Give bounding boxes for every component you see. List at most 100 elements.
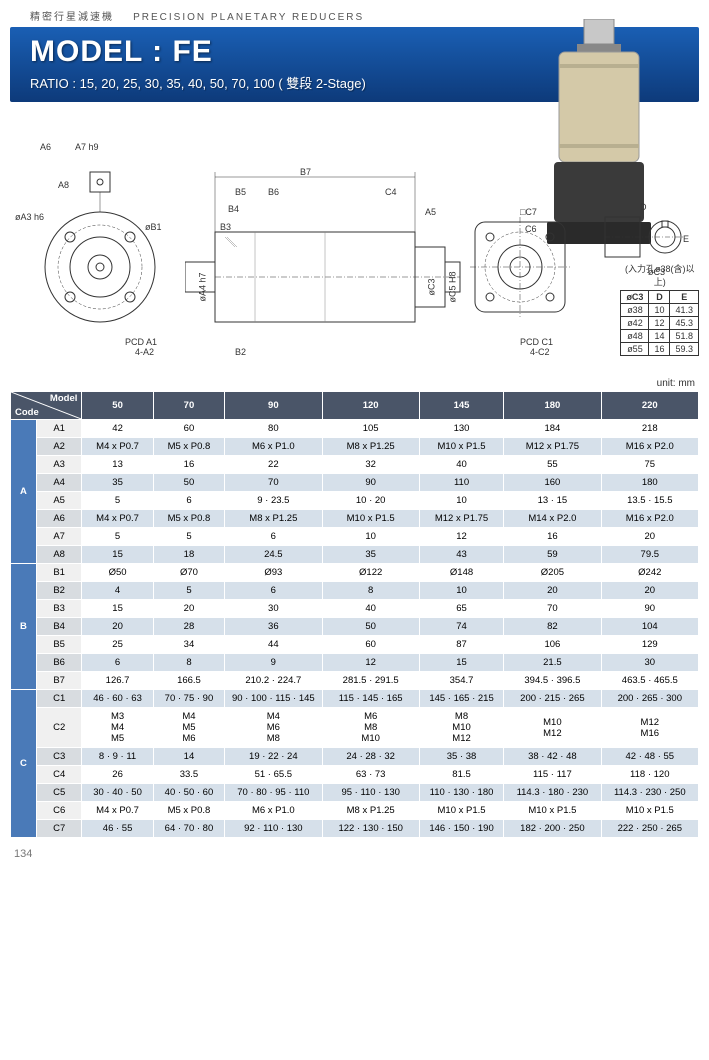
inlet-cell: ø55 xyxy=(621,343,649,356)
spec-cell: 82 xyxy=(504,618,601,636)
spec-cell: 160 xyxy=(504,474,601,492)
inlet-cell: 59.3 xyxy=(670,343,699,356)
spec-cell: 4 xyxy=(82,582,153,600)
spec-cell: 63 · 73 xyxy=(322,766,419,784)
spec-cell: 9 · 23.5 xyxy=(225,492,322,510)
spec-cell: M6M8M10 xyxy=(322,708,419,748)
spec-cell: 26 xyxy=(82,766,153,784)
spec-cell: 87 xyxy=(419,636,503,654)
spec-cell: Ø205 xyxy=(504,564,601,582)
spec-cell: 129 xyxy=(601,636,698,654)
diag-label-c4: C4 xyxy=(385,187,397,197)
spec-cell: 70 · 75 · 90 xyxy=(153,690,224,708)
spec-cell: 15 xyxy=(82,546,153,564)
spec-cell: 114.3 · 180 · 230 xyxy=(504,784,601,802)
spec-cell: Ø50 xyxy=(82,564,153,582)
spec-cell: 80 xyxy=(225,420,322,438)
spec-cell: M4M5M6 xyxy=(153,708,224,748)
spec-cell: M12 x P1.75 xyxy=(504,438,601,456)
spec-cell: 146 · 150 · 190 xyxy=(419,820,503,838)
diag-label-e: E xyxy=(683,234,689,244)
spec-cell: 90 xyxy=(322,474,419,492)
diag-label-b3: B3 xyxy=(220,222,231,232)
code-B2: B2 xyxy=(36,582,81,600)
spec-cell: 394.5 · 396.5 xyxy=(504,672,601,690)
spec-cell: 281.5 · 291.5 xyxy=(322,672,419,690)
spec-cell: 110 · 130 · 180 xyxy=(419,784,503,802)
spec-cell: 13.5 · 15.5 xyxy=(601,492,698,510)
spec-cell: 25 xyxy=(82,636,153,654)
inlet-col: D xyxy=(649,291,670,304)
code-C5: C5 xyxy=(36,784,81,802)
spec-cell: 10 xyxy=(419,582,503,600)
spec-cell: 59 xyxy=(504,546,601,564)
spec-cell: 354.7 xyxy=(419,672,503,690)
spec-cell: 28 xyxy=(153,618,224,636)
spec-cell: M10 x P1.5 xyxy=(504,802,601,820)
spec-cell: 33.5 xyxy=(153,766,224,784)
spec-cell: 12 xyxy=(322,654,419,672)
spec-cell: 64 · 70 · 80 xyxy=(153,820,224,838)
spec-cell: M10 x P1.5 xyxy=(419,802,503,820)
inlet-cell: 51.8 xyxy=(670,330,699,343)
diag-label-a7: A7 h9 xyxy=(75,142,99,152)
code-A8: A8 xyxy=(36,546,81,564)
spec-cell: 60 xyxy=(153,420,224,438)
spec-cell: 40 xyxy=(322,600,419,618)
diag-label-c7: □C7 xyxy=(520,207,537,217)
spec-cell: 15 xyxy=(419,654,503,672)
spec-cell: Ø70 xyxy=(153,564,224,582)
spec-cell: M12M16 xyxy=(601,708,698,748)
group-B: B xyxy=(11,564,37,690)
code-A5: A5 xyxy=(36,492,81,510)
spec-cell: M4M6M8 xyxy=(225,708,322,748)
diag-label-a6: A6 xyxy=(40,142,51,152)
spec-cell: M4 x P0.7 xyxy=(82,438,153,456)
spec-cell: 126.7 xyxy=(82,672,153,690)
spec-cell: 30 · 40 · 50 xyxy=(82,784,153,802)
spec-cell: 122 · 130 · 150 xyxy=(322,820,419,838)
spec-cell: 65 xyxy=(419,600,503,618)
diag-label-b5: B5 xyxy=(235,187,246,197)
spec-cell: 105 xyxy=(322,420,419,438)
rear-view-diagram xyxy=(465,197,575,357)
code-B3: B3 xyxy=(36,600,81,618)
code-B6: B6 xyxy=(36,654,81,672)
code-A4: A4 xyxy=(36,474,81,492)
spec-cell: 16 xyxy=(504,528,601,546)
spec-cell: 13 xyxy=(82,456,153,474)
model-col-70: 70 xyxy=(153,392,224,420)
spec-cell: M10M12 xyxy=(504,708,601,748)
spec-cell: M10 x P1.5 xyxy=(601,802,698,820)
spec-cell: M16 x P2.0 xyxy=(601,510,698,528)
spec-cell: 46 · 55 xyxy=(82,820,153,838)
spec-cell: 50 xyxy=(153,474,224,492)
spec-cell: 40 · 50 · 60 xyxy=(153,784,224,802)
inlet-bore-table: (入力孔ø38(含)以上) øC3DE ø381041.3ø421245.3ø4… xyxy=(620,262,699,356)
inlet-cell: 41.3 xyxy=(670,304,699,317)
spec-cell: 218 xyxy=(601,420,698,438)
code-B5: B5 xyxy=(36,636,81,654)
spec-cell: M6 x P1.0 xyxy=(225,438,322,456)
spec-cell: 21.5 xyxy=(504,654,601,672)
spec-cell: 12 xyxy=(419,528,503,546)
diag-label-b1: øB1 xyxy=(145,222,162,232)
spec-cell: 6 xyxy=(82,654,153,672)
page-number: 134 xyxy=(0,838,709,860)
spec-cell: M8 x P1.25 xyxy=(225,510,322,528)
spec-cell: 20 xyxy=(601,528,698,546)
spec-cell: 74 xyxy=(419,618,503,636)
spec-cell: Ø93 xyxy=(225,564,322,582)
inlet-cell: 16 xyxy=(649,343,670,356)
spec-cell: 35 · 38 xyxy=(419,748,503,766)
spec-cell: Ø148 xyxy=(419,564,503,582)
spec-cell: 20 xyxy=(153,600,224,618)
spec-cell: 184 xyxy=(504,420,601,438)
spec-cell: 30 xyxy=(225,600,322,618)
spec-cell: 55 xyxy=(504,456,601,474)
spec-cell: M5 x P0.8 xyxy=(153,438,224,456)
diag-label-b7: B7 xyxy=(300,167,311,177)
code-C4: C4 xyxy=(36,766,81,784)
spec-cell: 30 xyxy=(601,654,698,672)
spec-cell: 92 · 110 · 130 xyxy=(225,820,322,838)
